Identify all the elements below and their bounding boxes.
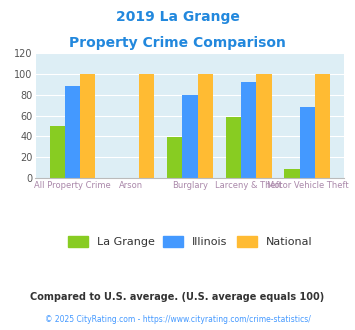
Bar — [139, 74, 154, 178]
Bar — [65, 86, 80, 178]
Bar — [284, 169, 300, 178]
Bar — [300, 107, 315, 178]
Bar — [167, 137, 182, 178]
Legend: La Grange, Illinois, National: La Grange, Illinois, National — [63, 231, 317, 252]
Bar — [315, 74, 330, 178]
Bar — [241, 82, 256, 178]
Bar — [198, 74, 213, 178]
Text: Compared to U.S. average. (U.S. average equals 100): Compared to U.S. average. (U.S. average … — [31, 292, 324, 302]
Bar — [226, 116, 241, 178]
Text: © 2025 CityRating.com - https://www.cityrating.com/crime-statistics/: © 2025 CityRating.com - https://www.city… — [45, 315, 310, 324]
Bar — [80, 74, 95, 178]
Text: Property Crime Comparison: Property Crime Comparison — [69, 36, 286, 50]
Bar — [182, 95, 198, 178]
Text: 2019 La Grange: 2019 La Grange — [116, 10, 239, 24]
Bar — [256, 74, 272, 178]
Bar — [50, 126, 65, 178]
